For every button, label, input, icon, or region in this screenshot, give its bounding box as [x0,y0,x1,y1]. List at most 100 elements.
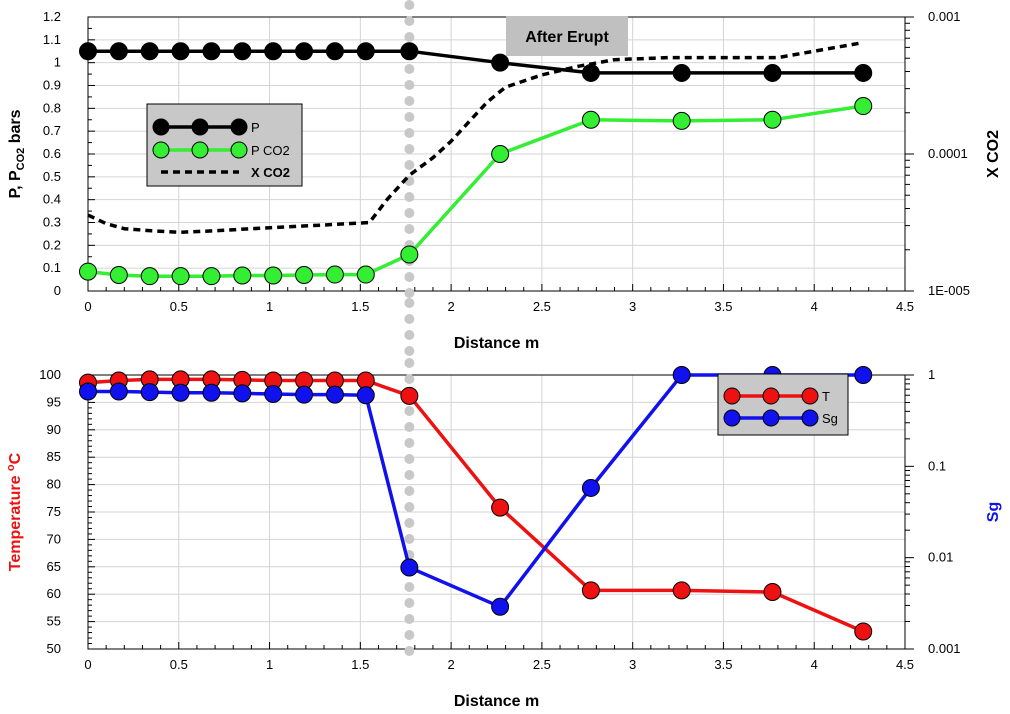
legend-item: P [152,118,260,136]
x-tick-label: 2.5 [533,657,551,672]
legend-box [717,373,849,436]
chart-panel-2: 0 0.5 1 1.5 2 2.5 3 3.5 4 4.5 50 55 60 65 70 75 80 85 90 95… [5,358,1002,710]
x-tick-label: 0.5 [170,299,188,314]
x-tick-label: 4.5 [896,299,914,314]
data-point [400,386,419,405]
legend-marker [230,118,248,136]
legend-marker [191,141,209,159]
data-point [581,110,600,129]
y2-tick-label: 1E-005 [928,283,970,298]
y-axis-label: P, PCO2 bars [7,109,27,198]
data-point [763,63,782,82]
legend-label: T [822,389,830,404]
data-point [202,42,221,61]
data-point [581,581,600,600]
y2-tick-label: 0.001 [928,9,961,24]
data-point [233,42,252,61]
legend-marker [801,387,819,405]
y-tick-label: 0.6 [43,146,61,161]
y-tick-label: 0 [54,283,61,298]
data-point [672,111,691,130]
x-tick-label: 4.5 [896,657,914,672]
data-point [325,385,344,404]
data-point [233,384,252,403]
data-point [140,42,159,61]
x-tick-label: 0.5 [170,657,188,672]
y-tick-label: 0.5 [43,169,61,184]
series-line [88,373,864,609]
data-point [140,267,159,286]
y-tick-label: 65 [47,559,61,574]
data-point [171,42,190,61]
legend-marker [230,141,248,159]
legend-item: Sg [723,409,838,427]
data-point [672,581,691,600]
y-tick-label: 0.1 [43,260,61,275]
y-tick-label: 80 [47,477,61,492]
data-point [400,245,419,264]
legend-marker [762,387,780,405]
data-point [854,97,873,116]
data-point [171,383,190,402]
legend-label: Sg [822,411,838,426]
legend-item: T [723,387,830,405]
data-point [79,382,97,401]
legend-item: P CO2 [152,141,290,159]
y-tick-label: 100 [39,367,61,382]
x-tick-label: 3 [629,299,636,314]
y2-tick-label: 0.0001 [928,146,968,161]
y-tick-label: 50 [47,641,61,656]
y2-tick-label: 1 [928,367,935,382]
legend-marker [191,118,209,136]
series-p [79,42,873,82]
data-point [491,53,510,72]
data-point [171,267,190,286]
data-point [763,583,782,602]
y2-tick-label: 0.01 [928,550,953,565]
legend: P P CO2 X CO2 [146,103,303,187]
series-x-co2 [87,40,864,235]
data-point [581,478,600,497]
data-point [140,383,159,402]
legend-marker [723,409,741,427]
legend-label: P [251,120,260,135]
data-point [491,145,510,163]
legend-label: P CO2 [251,143,290,158]
y-tick-label: 70 [47,531,61,546]
data-point [295,266,314,285]
y-tick-label: 0.4 [43,192,61,207]
legend-marker [801,409,819,427]
y-axis-label: Temperature oC [5,452,24,571]
data-point [854,622,873,641]
legend-marker [152,118,170,136]
data-point [763,110,782,129]
data-point [356,386,375,405]
data-point [295,42,314,61]
data-point [672,366,691,384]
y-tick-label: 0.7 [43,123,61,138]
legend-marker [762,409,780,427]
y-tick-label: 0.3 [43,215,61,230]
x-tick-label: 4 [811,657,818,672]
annotation-label: After Erupt [525,29,609,46]
data-point [581,63,600,82]
annotation-background [506,16,628,56]
data-point [854,63,873,82]
data-point [202,383,221,402]
series-line [87,104,864,278]
data-point [264,42,283,61]
data-point [400,42,419,61]
data-point [854,366,873,384]
series-line [88,49,864,75]
y-tick-label: 0.2 [43,237,61,252]
legend-marker [152,141,170,159]
chart-panel-1: 0 0.5 1 1.5 2 2.5 3 3.5 4 4.5 0 0.1 0.2 0.3 0.4 0.5 0.6 0… [7,0,1002,368]
legend-item: X CO2 [161,165,290,180]
y-tick-label: 1.2 [43,9,61,24]
y2-tick-label: 0.001 [928,641,961,656]
series-p-co2 [79,97,873,286]
data-point [491,597,510,616]
y2-axis-label: X CO2 [985,130,1002,178]
data-point [400,558,419,577]
